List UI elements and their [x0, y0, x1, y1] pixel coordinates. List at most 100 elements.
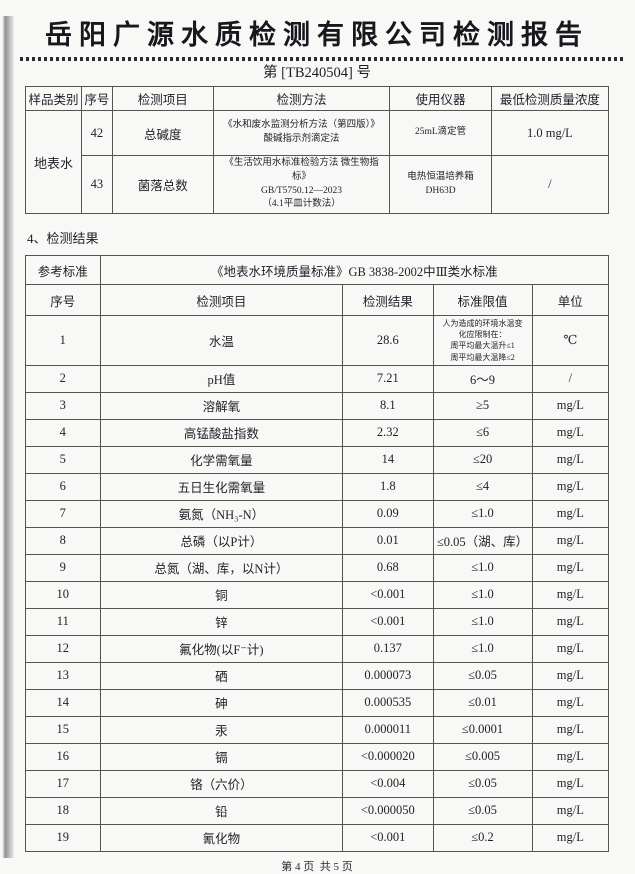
result-result-cell: <0.001	[342, 580, 434, 609]
result-row: 4 高锰酸盐指数 2.32 ≤6 mg/L	[25, 418, 610, 447]
result-no-cell: 19	[25, 823, 101, 852]
result-unit-cell: mg/L	[531, 391, 610, 420]
methods-header-row: 样品类别 序号 检测项目 检测方法 使用仪器 最低检测质量浓度	[25, 86, 610, 111]
results-table: 参考标准 《地表水环境质量标准》GB 3838-2002中Ⅲ类水标准 序号 检测…	[25, 255, 610, 852]
methods-table: 样品类别 序号 检测项目 检测方法 使用仪器 最低检测质量浓度 地表水 42 总…	[25, 86, 610, 215]
result-result-cell: <0.001	[342, 823, 434, 852]
result-no-cell: 7	[25, 499, 101, 528]
result-no-cell: 11	[25, 607, 101, 636]
methods-header-min-conc: 最低检测质量浓度	[490, 86, 610, 111]
result-result-cell: 28.6	[342, 315, 434, 366]
reference-standard-row: 参考标准 《地表水环境质量标准》GB 3838-2002中Ⅲ类水标准	[25, 255, 610, 286]
result-unit-cell: mg/L	[531, 796, 610, 825]
result-result-cell: 0.09	[342, 499, 434, 528]
result-limit-cell: ≤1.0	[432, 634, 533, 663]
result-no-cell: 16	[25, 742, 101, 771]
result-unit-cell: mg/L	[531, 661, 610, 690]
result-item-cell: 氟化物(以F⁻计)	[99, 634, 344, 663]
result-result-cell: 7.21	[342, 364, 434, 393]
result-no-cell: 9	[25, 553, 101, 582]
results-header-result: 检测结果	[342, 284, 434, 317]
result-item-cell: 总磷（以P计）	[99, 526, 344, 555]
methods-header-no: 序号	[80, 86, 113, 111]
result-limit-cell: ≥5	[432, 391, 533, 420]
result-row: 5 化学需氧量 14 ≤20 mg/L	[25, 445, 610, 474]
result-result-cell: 0.000535	[342, 688, 434, 717]
result-unit-cell: mg/L	[531, 526, 610, 555]
results-header-unit: 单位	[531, 284, 610, 317]
result-result-cell: 1.8	[342, 472, 434, 501]
result-limit-cell: ≤0.005	[432, 742, 533, 771]
result-result-cell: <0.000020	[342, 742, 434, 771]
report-page: 岳阳广源水质检测有限公司检测报告 第 [TB240504] 号 样品类别 序号 …	[0, 16, 635, 873]
method-no-cell: 42	[80, 110, 113, 156]
result-item-cell: 硒	[99, 661, 344, 690]
result-limit-cell: ≤4	[432, 472, 533, 501]
result-no-cell: 15	[25, 715, 101, 744]
result-row: 12 氟化物(以F⁻计) 0.137 ≤1.0 mg/L	[25, 634, 610, 663]
result-limit-cell: ≤1.0	[432, 553, 533, 582]
results-header-row: 序号 检测项目 检测结果 标准限值 单位	[25, 284, 610, 317]
result-result-cell: 0.137	[342, 634, 434, 663]
method-row: 43 菌落总数 《生活饮用水标准检验方法 微生物指标》 GB/T5750.12—…	[26, 154, 610, 215]
method-method-cell: 《水和废水监测分析方法（第四版）》 酸碱指示剂滴定法	[212, 110, 391, 156]
reference-standard-value: 《地表水环境质量标准》GB 3838-2002中Ⅲ类水标准	[99, 255, 610, 286]
page-footer: 第 4 页 共 5 页	[281, 860, 353, 873]
result-row: 9 总氮（湖、库，以N计） 0.68 ≤1.0 mg/L	[25, 553, 610, 582]
result-limit-cell: ≤0.05	[432, 769, 533, 798]
result-unit-cell: mg/L	[531, 553, 610, 582]
report-number: 第 [TB240504] 号	[263, 65, 371, 81]
result-row: 18 铅 <0.000050 ≤0.05 mg/L	[25, 796, 610, 825]
method-method-cell: 《生活饮用水标准检验方法 微生物指标》 GB/T5750.12—2023 （4.…	[212, 154, 391, 215]
result-result-cell: 14	[342, 445, 434, 474]
result-result-cell: <0.001	[342, 607, 434, 636]
result-item-cell: 铬（六价）	[99, 769, 344, 798]
method-min-conc-cell: /	[490, 154, 610, 215]
result-item-cell: 总氮（湖、库，以N计）	[99, 553, 344, 582]
methods-header-item: 检测项目	[111, 86, 214, 111]
method-min-conc-cell: 1.0 mg/L	[490, 110, 610, 156]
result-item-cell: 锌	[99, 607, 344, 636]
result-result-cell: 8.1	[342, 391, 434, 420]
result-unit-cell: mg/L	[531, 472, 610, 501]
result-item-cell: 铅	[99, 796, 344, 825]
result-unit-cell: mg/L	[531, 499, 610, 528]
result-no-cell: 18	[25, 796, 101, 825]
result-result-cell: <0.004	[342, 769, 434, 798]
result-row: 6 五日生化需氧量 1.8 ≤4 mg/L	[25, 472, 610, 501]
result-item-cell: 高锰酸盐指数	[99, 418, 344, 447]
result-result-cell: 0.000073	[342, 661, 434, 690]
result-limit-cell: ≤0.05	[432, 661, 533, 690]
result-row: 13 硒 0.000073 ≤0.05 mg/L	[25, 661, 610, 690]
result-unit-cell: mg/L	[531, 688, 610, 717]
result-item-cell: 镉	[99, 742, 344, 771]
method-item-cell: 总碱度	[111, 110, 214, 156]
result-result-cell: 0.01	[342, 526, 434, 555]
result-result-cell: 0.000011	[342, 715, 434, 744]
result-row: 1 水温 28.6 人为造成的环境水温变 化应限制在： 周平均最大温升≤1 周平均最大…	[25, 315, 610, 366]
result-no-cell: 1	[25, 315, 101, 366]
result-unit-cell: ℃	[531, 315, 610, 366]
result-unit-cell: mg/L	[531, 607, 610, 636]
result-limit-cell: 6～9	[432, 364, 533, 393]
page-title: 岳阳广源水质检测有限公司检测报告	[45, 20, 589, 50]
scan-edge-shadow	[2, 16, 14, 858]
result-item-cell: 氨氮（NH₃-N）	[99, 499, 344, 528]
result-no-cell: 13	[25, 661, 101, 690]
result-limit-cell: ≤1.0	[432, 607, 533, 636]
result-item-cell: pH值	[99, 364, 344, 393]
result-row: 17 铬（六价） <0.004 ≤0.05 mg/L	[25, 769, 610, 798]
methods-header-sample-category: 样品类别	[25, 86, 82, 111]
result-no-cell: 17	[25, 769, 101, 798]
section-heading: 4、检测结果	[27, 231, 99, 247]
result-row: 15 汞 0.000011 ≤0.0001 mg/L	[25, 715, 610, 744]
results-header-item: 检测项目	[99, 284, 344, 317]
result-row: 10 铜 <0.001 ≤1.0 mg/L	[25, 580, 610, 609]
results-header-limit: 标准限值	[432, 284, 533, 317]
result-limit-cell: ≤0.05（湖、库）	[432, 526, 533, 555]
result-result-cell: <0.000050	[342, 796, 434, 825]
result-unit-cell: mg/L	[531, 742, 610, 771]
result-limit-cell: ≤1.0	[432, 580, 533, 609]
result-item-cell: 砷	[99, 688, 344, 717]
result-unit-cell: mg/L	[531, 445, 610, 474]
